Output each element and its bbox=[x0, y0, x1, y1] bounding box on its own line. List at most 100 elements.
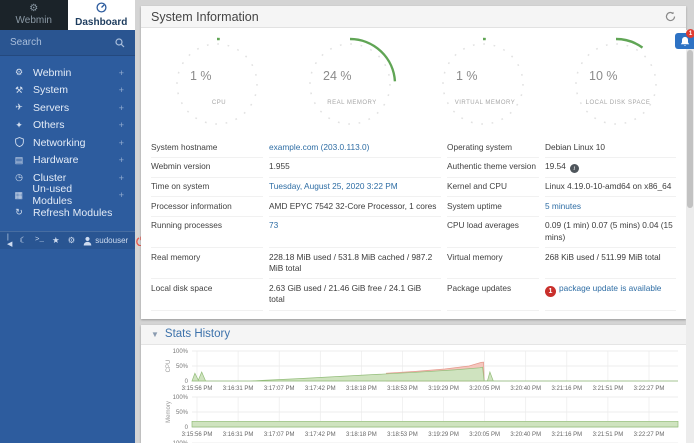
night-mode-moon-icon[interactable]: ☾ bbox=[19, 236, 27, 245]
svg-text:100%: 100% bbox=[173, 395, 189, 401]
scrollbar-track[interactable] bbox=[686, 30, 694, 443]
system-information-header: System Information bbox=[141, 6, 686, 28]
system-information-panel: System Information 1 %CPU24 %REAL MEMORY… bbox=[141, 6, 686, 319]
package-update-badge: 1 bbox=[545, 286, 556, 297]
svg-text:3:20:40 PM: 3:20:40 PM bbox=[510, 386, 541, 392]
clock-icon: ◷ bbox=[13, 173, 25, 182]
collapse-sidebar-icon[interactable]: |◀ bbox=[7, 234, 11, 248]
chart-memory: 100%50%03:15:56 PM3:16:31 PM3:17:07 PM3:… bbox=[142, 394, 684, 440]
sidebar-item-webmin[interactable]: ⚙Webmin+ bbox=[0, 64, 135, 82]
info-value: 2.63 GiB used / 21.46 GiB free / 24.1 Gi… bbox=[269, 279, 441, 310]
favorites-star-icon[interactable]: ★ bbox=[52, 236, 60, 245]
stats-history-panel: ▼ Stats History 100%50%03:15:56 PM3:16:3… bbox=[141, 325, 686, 443]
info-value: 5 minutes bbox=[545, 197, 676, 217]
sidebar-item-refresh-modules[interactable]: ↻Refresh Modules bbox=[0, 204, 135, 222]
stats-charts: 100%50%03:15:56 PM3:16:31 PM3:17:07 PM3:… bbox=[141, 345, 686, 443]
svg-text:3:20:05 PM: 3:20:05 PM bbox=[469, 432, 500, 438]
settings-gears-icon[interactable]: ⚙ bbox=[68, 236, 76, 245]
tab-webmin-label: Webmin bbox=[16, 15, 53, 26]
gauge-virtual-memory: 1 %VIRTUAL MEMORY bbox=[431, 32, 535, 136]
svg-text:3:18:18 PM: 3:18:18 PM bbox=[346, 386, 377, 392]
gauge-label: REAL MEMORY bbox=[327, 100, 377, 106]
user-icon bbox=[83, 236, 92, 246]
system-info-table: System hostnameexample.com (203.0.113.0)… bbox=[141, 136, 686, 319]
svg-text:3:16:31 PM: 3:16:31 PM bbox=[223, 386, 254, 392]
sidebar-item-label: Un-used Modules bbox=[32, 183, 110, 207]
svg-text:3:18:53 PM: 3:18:53 PM bbox=[387, 386, 418, 392]
svg-text:100%: 100% bbox=[173, 349, 189, 355]
gauge-label: LOCAL DISK SPACE bbox=[586, 100, 651, 106]
terminal-icon[interactable]: >_ bbox=[35, 237, 44, 245]
svg-text:3:17:42 PM: 3:17:42 PM bbox=[305, 432, 336, 438]
info-value: 1package update is available bbox=[545, 279, 676, 310]
expand-caret-icon: + bbox=[119, 68, 124, 78]
sidebar-item-system[interactable]: ⚒System+ bbox=[0, 82, 135, 100]
search-input[interactable] bbox=[10, 37, 115, 48]
sidebar-item-label: Servers bbox=[33, 102, 69, 114]
svg-text:50%: 50% bbox=[176, 410, 189, 416]
logged-in-user[interactable]: sudouser bbox=[83, 236, 128, 246]
tab-dashboard[interactable]: Dashboard bbox=[68, 0, 136, 30]
info-label: Real memory bbox=[151, 248, 263, 279]
expand-caret-icon: + bbox=[119, 103, 124, 113]
refresh-icon[interactable] bbox=[665, 11, 676, 22]
gauge-label: VIRTUAL MEMORY bbox=[455, 100, 516, 106]
sidebar-item-others[interactable]: ✦Others+ bbox=[0, 117, 135, 135]
info-value: 228.18 MiB used / 531.8 MiB cached / 987… bbox=[269, 248, 441, 279]
info-value-link[interactable]: 73 bbox=[269, 220, 278, 230]
info-icon[interactable]: i bbox=[570, 164, 579, 173]
svg-text:0: 0 bbox=[185, 425, 189, 431]
sidebar-item-servers[interactable]: ✈ Servers + bbox=[0, 99, 135, 117]
sidebar-tabs: ⚙ Webmin Dashboard bbox=[0, 0, 135, 30]
scrollbar-thumb[interactable] bbox=[687, 50, 693, 208]
tools-icon: ✦ bbox=[13, 121, 25, 130]
svg-text:3:19:29 PM: 3:19:29 PM bbox=[428, 386, 459, 392]
svg-text:3:21:51 PM: 3:21:51 PM bbox=[593, 432, 624, 438]
collapse-chevron-icon[interactable]: ▼ bbox=[151, 330, 159, 339]
svg-text:3:22:27 PM: 3:22:27 PM bbox=[634, 432, 665, 438]
notification-bell[interactable]: 1 bbox=[675, 33, 694, 49]
wrench-icon: ⚒ bbox=[13, 86, 25, 95]
svg-text:3:21:16 PM: 3:21:16 PM bbox=[551, 386, 582, 392]
svg-text:3:17:07 PM: 3:17:07 PM bbox=[264, 386, 295, 392]
svg-text:3:15:56 PM: 3:15:56 PM bbox=[182, 386, 213, 392]
info-value-link[interactable]: Tuesday, August 25, 2020 3:22 PM bbox=[269, 181, 398, 191]
svg-text:3:15:56 PM: 3:15:56 PM bbox=[182, 432, 213, 438]
tab-webmin[interactable]: ⚙ Webmin bbox=[0, 0, 68, 30]
sidebar-search bbox=[0, 30, 135, 56]
info-label: Webmin version bbox=[151, 158, 263, 178]
expand-caret-icon: + bbox=[119, 190, 124, 200]
info-value: Debian Linux 10 bbox=[545, 138, 676, 158]
svg-text:3:16:31 PM: 3:16:31 PM bbox=[223, 432, 254, 438]
info-label: System uptime bbox=[447, 197, 539, 217]
info-value: 1.955 bbox=[269, 158, 441, 178]
expand-caret-icon: + bbox=[119, 173, 124, 183]
info-label: Running processes bbox=[151, 217, 263, 248]
svg-text:3:17:42 PM: 3:17:42 PM bbox=[305, 386, 336, 392]
svg-text:50%: 50% bbox=[176, 364, 189, 370]
info-value-link[interactable]: package update is available bbox=[559, 283, 661, 293]
sidebar-item-label: Cluster bbox=[33, 172, 66, 184]
svg-text:3:22:27 PM: 3:22:27 PM bbox=[634, 386, 665, 392]
sidebar-item-un-used-modules[interactable]: ▦Un-used Modules+ bbox=[0, 187, 135, 205]
info-label: Time on system bbox=[151, 178, 263, 198]
info-value: 0.09 (1 min) 0.07 (5 mins) 0.04 (15 mins… bbox=[545, 217, 676, 248]
paper-plane-icon: ✈ bbox=[13, 103, 25, 112]
gauge-value: 24 % bbox=[323, 69, 352, 83]
gauge-value: 10 % bbox=[589, 69, 618, 83]
info-value-link[interactable]: 5 minutes bbox=[545, 201, 581, 211]
sidebar-item-hardware[interactable]: ▤Hardware+ bbox=[0, 152, 135, 170]
info-value: AMD EPYC 7542 32-Core Processor, 1 cores bbox=[269, 197, 441, 217]
svg-text:3:21:51 PM: 3:21:51 PM bbox=[593, 386, 624, 392]
page-title: System Information bbox=[151, 10, 259, 24]
info-value-link[interactable]: example.com (203.0.113.0) bbox=[269, 142, 369, 152]
shield-icon bbox=[13, 137, 25, 149]
search-icon[interactable] bbox=[115, 38, 125, 48]
sidebar-item-label: System bbox=[33, 84, 68, 96]
chart-swap: 100%50%03:15:56 PM3:16:31 PM3:17:07 PM3:… bbox=[142, 440, 684, 443]
sidebar-item-networking[interactable]: Networking+ bbox=[0, 134, 135, 152]
dashboard-speedometer-icon bbox=[96, 2, 107, 16]
sidebar-item-label: Others bbox=[33, 119, 65, 131]
info-value: example.com (203.0.113.0) bbox=[269, 138, 441, 158]
info-value: 73 bbox=[269, 217, 441, 248]
